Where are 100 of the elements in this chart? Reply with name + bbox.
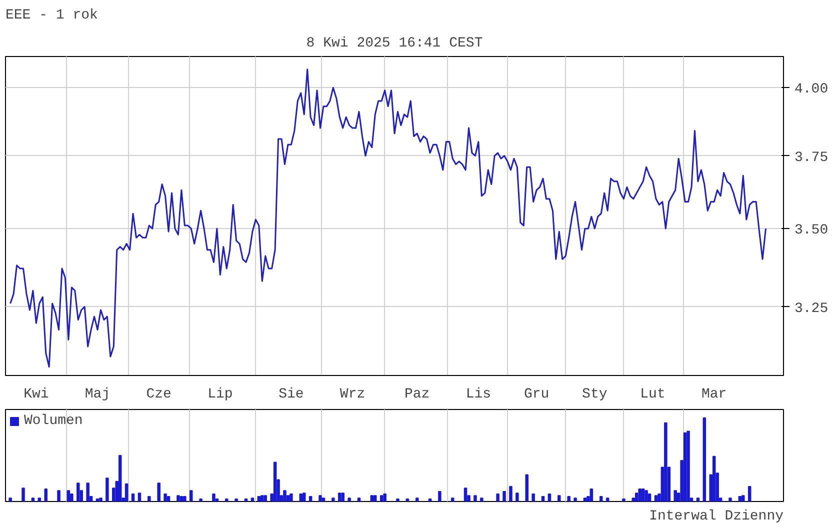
bar: [250, 498, 254, 502]
x-tick-label: Kwi: [24, 386, 49, 402]
bar: [118, 455, 122, 502]
bar: [131, 493, 135, 502]
bar: [180, 496, 184, 502]
bar: [76, 482, 80, 502]
bar: [712, 456, 716, 502]
bar: [396, 498, 400, 502]
y-tick-label: 4.00: [794, 82, 828, 98]
bar: [166, 496, 170, 502]
bar: [438, 490, 442, 502]
y-tick-label: 3.25: [794, 300, 828, 317]
bar: [516, 492, 519, 502]
bar: [332, 498, 335, 502]
x-tick-label: Cze: [146, 386, 172, 402]
bar: [370, 495, 374, 502]
bar: [590, 488, 594, 502]
x-tick-label: Lip: [208, 386, 233, 402]
bar: [31, 498, 35, 502]
chart-title: EEE - 1 rok: [6, 8, 98, 24]
bar: [406, 498, 410, 502]
bar: [44, 488, 48, 502]
line-series: [10, 68, 766, 368]
bar: [644, 490, 648, 502]
bar: [8, 498, 12, 502]
bar: [383, 493, 386, 502]
bar: [567, 496, 570, 502]
bar: [318, 495, 322, 502]
bar: [341, 492, 344, 502]
bar: [509, 486, 512, 502]
bar: [638, 488, 642, 502]
bar: [257, 496, 261, 502]
bar: [464, 488, 468, 502]
bar: [260, 495, 264, 502]
bar: [302, 492, 306, 502]
bar: [574, 498, 577, 502]
bar: [66, 490, 70, 502]
bar: [648, 493, 652, 502]
bar: [106, 478, 109, 502]
bar: [450, 498, 454, 502]
bar: [474, 495, 477, 502]
bar: [57, 490, 60, 502]
bar: [664, 422, 668, 502]
bar: [480, 498, 484, 502]
bar: [99, 498, 102, 502]
x-tick-label: Sie: [278, 386, 304, 402]
x-tick-label: Sty: [582, 386, 608, 402]
bar: [164, 493, 167, 502]
bar: [138, 492, 142, 502]
bar: [428, 498, 432, 502]
y-tick-label: 3.75: [794, 150, 828, 166]
bar: [686, 430, 690, 502]
x-tick-label: Paz: [404, 386, 430, 402]
bar: [348, 498, 351, 502]
bar: [244, 498, 248, 502]
bar: [374, 495, 377, 502]
bar: [212, 493, 216, 502]
y-tick-label: 3.50: [794, 222, 828, 239]
chart-subtitle: 8 Kwi 2025 16:41 CEST: [306, 36, 483, 52]
bar: [674, 490, 677, 502]
bar: [234, 498, 238, 502]
bar: [641, 488, 645, 502]
bar: [176, 495, 180, 502]
bar: [357, 498, 361, 502]
bar: [264, 495, 267, 502]
bar: [283, 490, 286, 502]
bar: [22, 488, 25, 502]
bar: [322, 498, 326, 502]
bar: [189, 490, 193, 502]
bar: [606, 498, 610, 502]
x-tick-label: Mar: [701, 386, 727, 402]
bar: [748, 486, 752, 502]
legend-label: Wolumen: [24, 413, 83, 429]
bar: [86, 482, 90, 502]
x-tick-label: Lut: [640, 386, 666, 402]
bar: [634, 492, 638, 502]
bar: [183, 496, 186, 502]
bar: [599, 496, 603, 502]
bar: [654, 495, 658, 502]
bar: [380, 495, 384, 502]
bar: [742, 495, 745, 502]
bar: [502, 490, 506, 502]
bar: [38, 498, 42, 502]
bar: [70, 493, 74, 502]
x-tick-label: Wrz: [340, 386, 366, 402]
x-tick-label: Lis: [466, 386, 492, 402]
x-tick-label: Maj: [84, 386, 110, 402]
bar: [308, 496, 312, 502]
bar: [124, 483, 128, 502]
bar: [157, 482, 160, 502]
bar: [558, 495, 561, 502]
bar: [290, 493, 293, 502]
bar: [532, 493, 535, 502]
bar: [696, 498, 700, 502]
bar: [683, 432, 687, 502]
bar: [738, 496, 742, 502]
bar: [702, 417, 706, 502]
text: Interwal Dzienny: [649, 508, 784, 524]
bar: [299, 493, 303, 502]
bar: [338, 492, 342, 502]
